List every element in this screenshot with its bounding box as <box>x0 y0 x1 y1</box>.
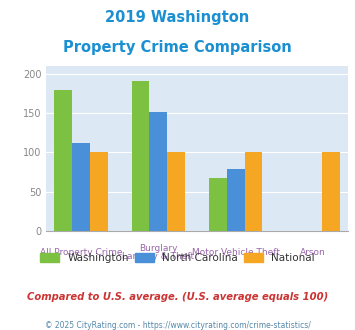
Bar <box>132 81 149 231</box>
Bar <box>227 169 245 231</box>
Text: Motor Vehicle Theft: Motor Vehicle Theft <box>192 248 280 257</box>
Text: Arson: Arson <box>300 248 326 257</box>
Text: Larceny & Theft: Larceny & Theft <box>122 252 195 261</box>
Text: © 2025 CityRating.com - https://www.cityrating.com/crime-statistics/: © 2025 CityRating.com - https://www.city… <box>45 321 310 330</box>
Bar <box>54 90 72 231</box>
Bar <box>167 152 185 231</box>
Bar <box>245 152 262 231</box>
Bar <box>72 143 90 231</box>
Text: Property Crime Comparison: Property Crime Comparison <box>63 40 292 54</box>
Text: 2019 Washington: 2019 Washington <box>105 10 250 25</box>
Text: Compared to U.S. average. (U.S. average equals 100): Compared to U.S. average. (U.S. average … <box>27 292 328 302</box>
Text: All Property Crime: All Property Crime <box>40 248 122 257</box>
Bar <box>209 178 227 231</box>
Text: Burglary: Burglary <box>139 244 178 252</box>
Bar <box>322 152 340 231</box>
Legend: Washington, North Carolina, National: Washington, North Carolina, National <box>36 248 319 267</box>
Bar <box>90 152 108 231</box>
Bar <box>149 112 167 231</box>
